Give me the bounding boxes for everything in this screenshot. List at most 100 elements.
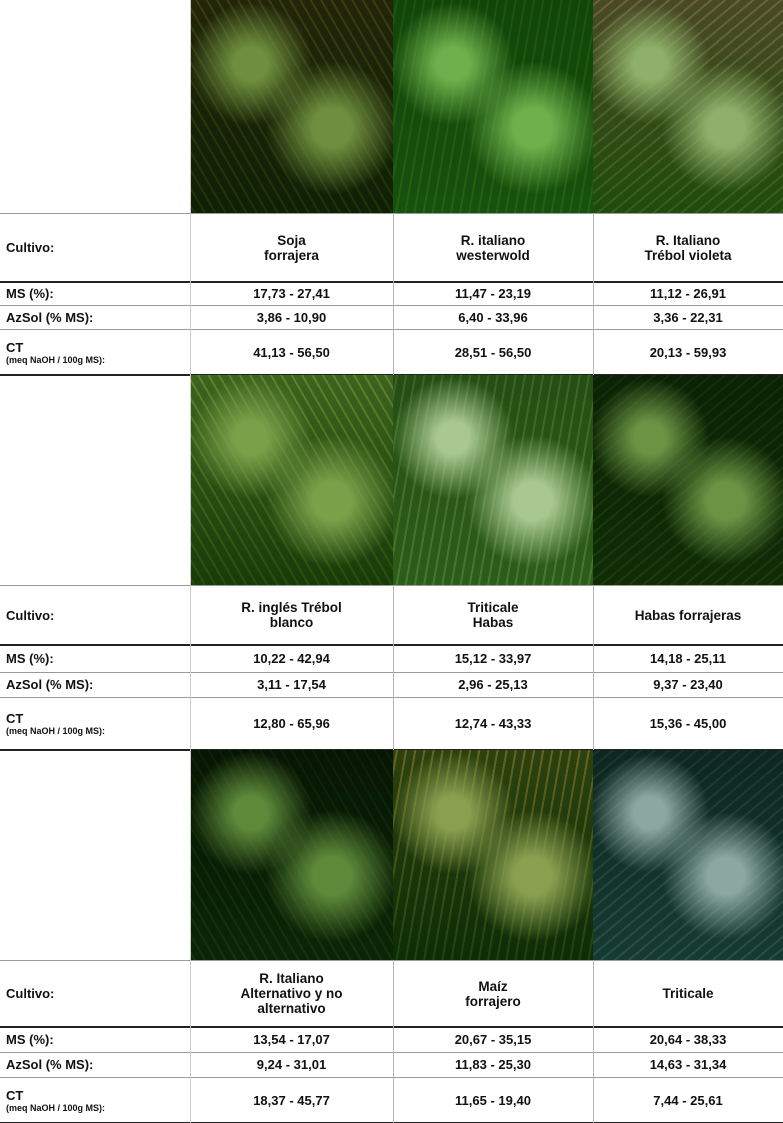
row-divider bbox=[0, 960, 783, 961]
crop-name-line: Maíz bbox=[478, 978, 508, 994]
value-ms: 10,22 - 42,94 bbox=[253, 651, 330, 666]
crop-name-line: forrajero bbox=[465, 993, 521, 1009]
row-divider bbox=[0, 329, 783, 330]
value-ms: 13,54 - 17,07 bbox=[253, 1032, 330, 1047]
row-divider bbox=[0, 585, 783, 586]
ct-unit: (meq NaOH / 100g MS): bbox=[6, 726, 106, 736]
crop-name-line: forrajera bbox=[264, 247, 319, 263]
row-divider bbox=[0, 305, 783, 306]
value-azsol: 2,96 - 25,13 bbox=[458, 677, 528, 692]
col-divider bbox=[393, 585, 394, 750]
value-ms: 15,12 - 33,97 bbox=[454, 651, 532, 666]
value-ms: 20,64 - 38,33 bbox=[649, 1032, 727, 1047]
crop-name-line: Trébol violeta bbox=[644, 247, 732, 263]
row-divider bbox=[0, 749, 783, 751]
value-ct: 11,65 - 19,40 bbox=[455, 1092, 531, 1108]
crop-name: Triticale Habas bbox=[393, 585, 593, 645]
crop-photo bbox=[393, 750, 593, 960]
crop-name: R. inglés Trébol blanco bbox=[190, 585, 393, 645]
row-divider bbox=[0, 374, 783, 376]
row-label: MS (%): bbox=[6, 286, 54, 301]
crop-photo bbox=[190, 750, 393, 960]
row-label: AzSol (% MS): bbox=[6, 309, 94, 325]
col-divider bbox=[393, 960, 394, 1123]
crop-name: Maíz forrajero bbox=[393, 960, 593, 1027]
value-azsol: 3,36 - 22,31 bbox=[653, 309, 723, 325]
crop-name: R. Italiano Alternativo y no alternativo bbox=[190, 960, 393, 1027]
row-divider bbox=[0, 697, 783, 698]
row-label: Cultivo: bbox=[6, 607, 55, 623]
value-azsol: 9,37 - 23,40 bbox=[653, 677, 723, 692]
value-azsol: 3,86 - 10,90 bbox=[256, 309, 327, 325]
value-azsol: 9,24 - 31,01 bbox=[256, 1057, 327, 1072]
crop-name: Triticale bbox=[593, 960, 783, 1027]
value-ct: 12,74 - 43,33 bbox=[454, 716, 532, 731]
value-ms: 14,18 - 25,11 bbox=[650, 651, 726, 666]
crop-name-line: Triticale bbox=[662, 986, 714, 1001]
row-divider bbox=[0, 281, 783, 283]
value-ct: 28,51 - 56,50 bbox=[454, 344, 532, 360]
crop-name: R. Italiano Trébol violeta bbox=[593, 213, 783, 282]
crop-name-line: Triticale bbox=[467, 600, 519, 615]
crop-name: R. italiano westerwold bbox=[393, 213, 593, 282]
ct-label: CT bbox=[6, 339, 24, 355]
col-divider bbox=[190, 0, 191, 1123]
crop-name-line: alternativo bbox=[257, 1001, 326, 1016]
row-divider bbox=[0, 672, 783, 673]
crop-photo bbox=[190, 375, 393, 585]
value-ct: 7,44 - 25,61 bbox=[653, 1092, 723, 1108]
row-divider bbox=[0, 1026, 783, 1028]
crop-name-line: blanco bbox=[269, 615, 314, 630]
crop-name-line: R. inglés Trébol bbox=[241, 600, 342, 615]
col-divider bbox=[593, 213, 594, 375]
crop-photo bbox=[393, 375, 593, 585]
row-divider bbox=[0, 213, 783, 214]
crop-photo bbox=[593, 375, 783, 585]
crop-name-line: R. Italiano bbox=[655, 232, 721, 248]
value-azsol: 14,63 - 31,34 bbox=[649, 1057, 727, 1072]
crop-name-line: R. Italiano bbox=[259, 971, 324, 986]
row-label: MS (%): bbox=[6, 1032, 54, 1047]
ct-unit: (meq NaOH / 100g MS): bbox=[6, 1102, 106, 1113]
value-azsol: 6,40 - 33,96 bbox=[458, 309, 528, 325]
value-ms: 20,67 - 35,15 bbox=[454, 1032, 532, 1047]
crop-photo bbox=[393, 0, 593, 213]
row-divider bbox=[0, 1052, 783, 1053]
crop-photo bbox=[593, 0, 783, 213]
row-divider bbox=[0, 1077, 783, 1078]
row-label: CT (meq NaOH / 100g MS): bbox=[0, 697, 190, 750]
value-ct: 18,37 - 45,77 bbox=[253, 1092, 330, 1108]
crop-photo bbox=[593, 750, 783, 960]
value-ms: 11,12 - 26,91 bbox=[650, 286, 726, 301]
crop-name-line: R. italiano bbox=[460, 232, 526, 248]
crop-name: Soja forrajera bbox=[190, 213, 393, 282]
value-azsol: 11,83 - 25,30 bbox=[455, 1057, 531, 1072]
col-divider bbox=[593, 960, 594, 1123]
row-label: Cultivo: bbox=[6, 986, 55, 1001]
row-label: Cultivo: bbox=[6, 240, 55, 255]
value-ct: 41,13 - 56,50 bbox=[253, 344, 330, 360]
value-ct: 20,13 - 59,93 bbox=[649, 344, 727, 360]
value-azsol: 3,11 - 17,54 bbox=[257, 677, 326, 692]
ct-label: CT bbox=[6, 1087, 24, 1103]
crop-name: Habas forrajeras bbox=[593, 585, 783, 645]
row-label: AzSol (% MS): bbox=[6, 677, 94, 692]
crop-photo bbox=[190, 0, 393, 213]
value-ct: 12,80 - 65,96 bbox=[253, 716, 330, 731]
crop-name-line: Habas forrajeras bbox=[634, 607, 742, 623]
row-label: CT (meq NaOH / 100g MS): bbox=[0, 329, 190, 375]
row-divider bbox=[0, 644, 783, 646]
value-ct: 15,36 - 45,00 bbox=[649, 716, 727, 731]
ct-label: CT bbox=[6, 711, 24, 726]
col-divider bbox=[593, 585, 594, 750]
ct-unit: (meq NaOH / 100g MS): bbox=[6, 354, 106, 365]
value-ms: 17,73 - 27,41 bbox=[253, 286, 330, 301]
row-label: AzSol (% MS): bbox=[6, 1057, 94, 1072]
crop-name-line: Alternativo y no bbox=[240, 986, 343, 1001]
crop-name-line: Soja bbox=[277, 232, 306, 248]
crop-name-line: Habas bbox=[472, 615, 514, 630]
col-divider bbox=[393, 213, 394, 375]
row-label: MS (%): bbox=[6, 651, 54, 666]
value-ms: 11,47 - 23,19 bbox=[455, 286, 531, 301]
